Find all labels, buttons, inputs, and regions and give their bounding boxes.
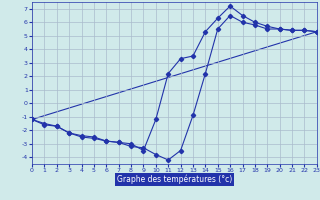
X-axis label: Graphe des températures (°c): Graphe des températures (°c) bbox=[117, 175, 232, 184]
